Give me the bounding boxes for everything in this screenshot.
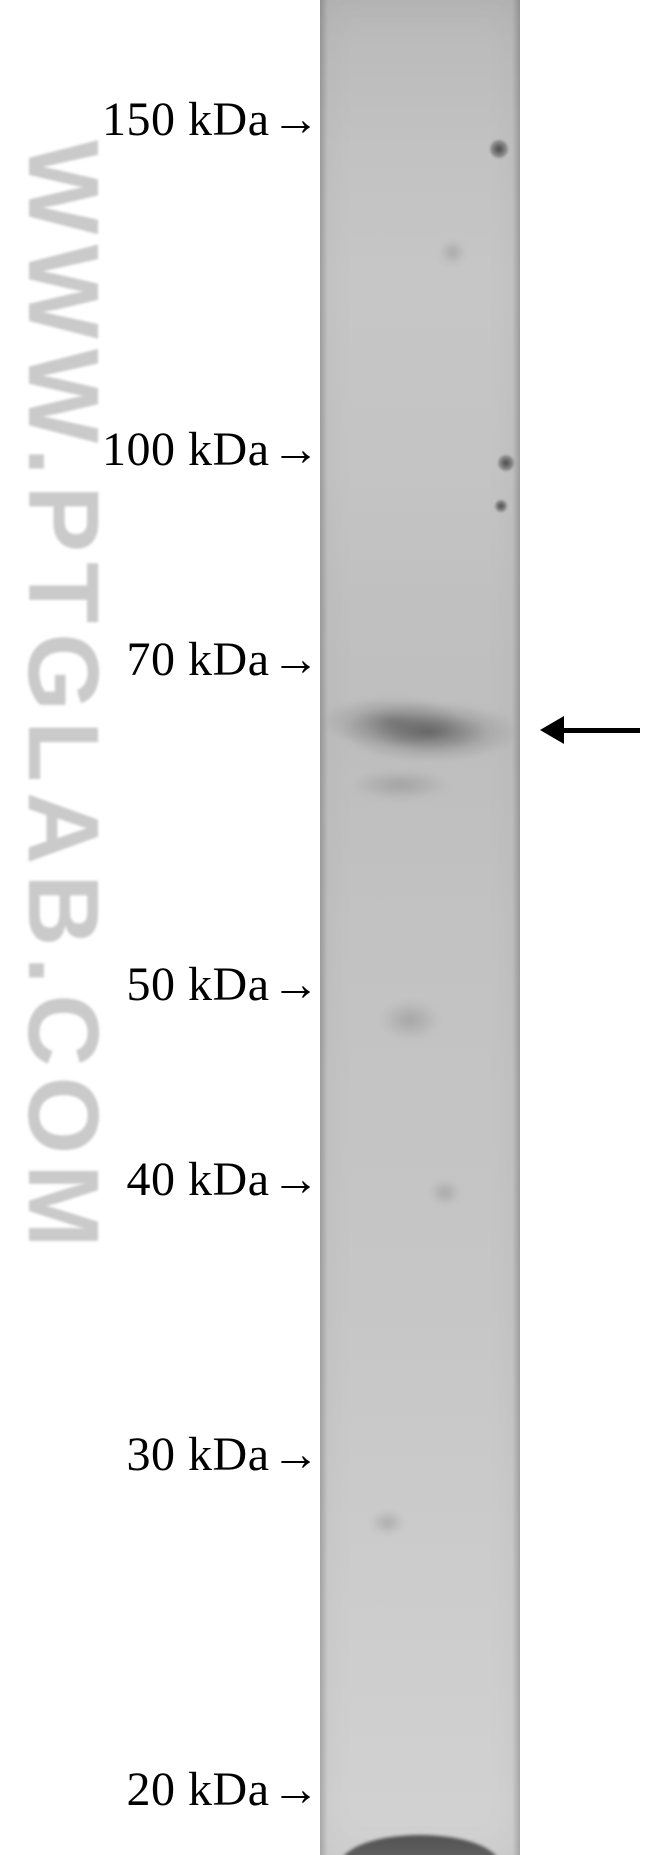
arrow-right-icon: →: [272, 1156, 321, 1204]
speckle-dot: [490, 140, 508, 158]
smudge: [440, 240, 465, 265]
arrow-right-icon: →: [272, 1431, 321, 1479]
mw-marker: 50 kDa→: [0, 961, 320, 1009]
blot-figure: WWW.PTGLAB.COM 150 kDa→100 kDa→70 kDa→50…: [0, 0, 650, 1855]
mw-marker-label: 50 kDa: [127, 961, 270, 1009]
mw-marker-label: 20 kDa: [127, 1766, 270, 1814]
watermark-text: WWW.PTGLAB.COM: [5, 140, 120, 1258]
mw-marker-label: 30 kDa: [127, 1431, 270, 1479]
speckle-dot: [495, 500, 507, 512]
smudge: [380, 1000, 440, 1040]
arrow-right-icon: →: [272, 961, 321, 1009]
arrow-right-icon: →: [272, 426, 321, 474]
mw-marker: 40 kDa→: [0, 1156, 320, 1204]
speckle-dot: [498, 455, 514, 471]
mw-marker: 30 kDa→: [0, 1431, 320, 1479]
mw-marker: 20 kDa→: [0, 1766, 320, 1814]
mw-marker-label: 150 kDa: [102, 96, 269, 144]
mw-marker: 100 kDa→: [0, 426, 320, 474]
arrow-right-icon: →: [272, 96, 321, 144]
arrow-shaft: [560, 728, 640, 733]
arrow-right-icon: →: [272, 636, 321, 684]
mw-marker-label: 40 kDa: [127, 1156, 270, 1204]
protein-band: [325, 690, 515, 760]
mw-marker: 150 kDa→: [0, 96, 320, 144]
mw-marker-label: 100 kDa: [102, 426, 269, 474]
smudge: [430, 1180, 460, 1205]
blot-lane: [320, 0, 520, 1855]
arrow-right-icon: →: [272, 1766, 321, 1814]
mw-marker-label: 70 kDa: [127, 636, 270, 684]
mw-marker: 70 kDa→: [0, 636, 320, 684]
target-arrow: [540, 710, 640, 750]
smudge: [370, 1510, 405, 1535]
smudge: [350, 770, 450, 800]
